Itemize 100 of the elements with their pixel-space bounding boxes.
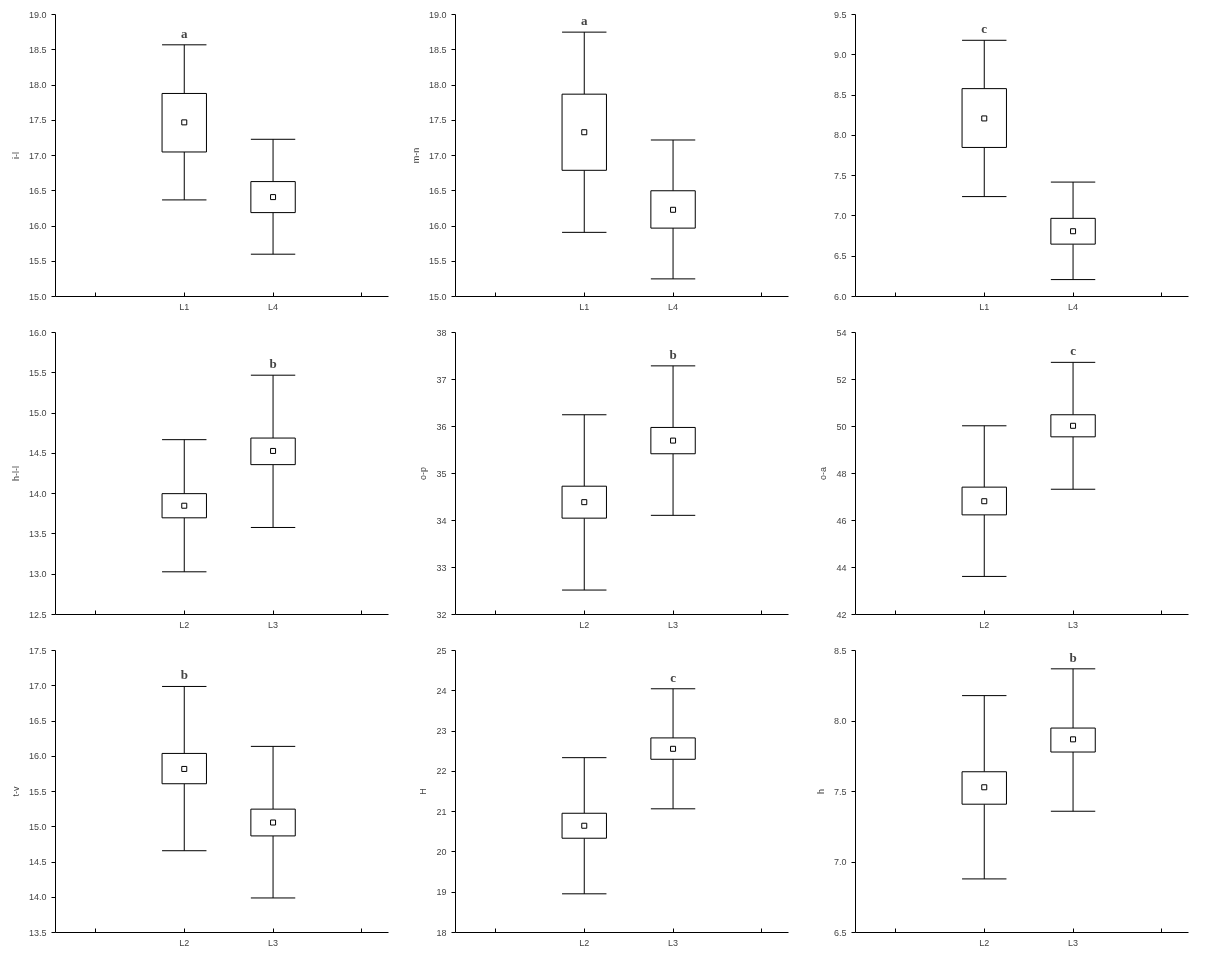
y-tick-label: 16.0 bbox=[428, 221, 447, 231]
y-tick-label: 8.0 bbox=[833, 716, 847, 726]
y-tick-label: 35 bbox=[436, 468, 447, 479]
y-tick-label: 42 bbox=[836, 609, 847, 620]
y-tick-label: 14.0 bbox=[28, 488, 47, 499]
y-tick-label: 17.0 bbox=[28, 680, 47, 691]
x-tick-label: L2 bbox=[179, 937, 190, 948]
y-tick-label: 37 bbox=[436, 374, 447, 385]
x-tick-label: L3 bbox=[1068, 619, 1079, 630]
annotation: b bbox=[1069, 649, 1077, 665]
y-tick-label: 6.5 bbox=[833, 251, 847, 262]
x-tick-label: L3 bbox=[668, 937, 679, 948]
y-tick-label: 15.5 bbox=[28, 367, 47, 378]
y-tick-label: 12.5 bbox=[28, 609, 47, 620]
x-tick-label: L4 bbox=[668, 301, 679, 312]
y-tick-label: 15.0 bbox=[28, 291, 47, 302]
x-tick-label: L1 bbox=[579, 301, 590, 312]
y-tick-label: 52 bbox=[836, 374, 847, 385]
y-tick-label: 15.5 bbox=[28, 786, 47, 797]
y-tick-label: 46 bbox=[836, 515, 847, 526]
y-axis-title: h-l-l bbox=[10, 466, 21, 481]
y-tick-label: 36 bbox=[436, 421, 447, 432]
y-tick-label: 15.5 bbox=[428, 256, 447, 267]
annotation: b bbox=[180, 667, 188, 683]
x-tick-label: L2 bbox=[579, 937, 590, 948]
y-tick-label: 9.5 bbox=[833, 9, 847, 20]
x-tick-label: L4 bbox=[268, 301, 279, 312]
y-tick-label: 18.5 bbox=[28, 44, 47, 55]
y-tick-label: 18.5 bbox=[428, 44, 447, 55]
x-tick-label: L2 bbox=[579, 619, 590, 630]
y-tick-label: 14.5 bbox=[28, 448, 47, 459]
y-tick-label: 25 bbox=[436, 645, 447, 656]
y-tick-label: 13.0 bbox=[28, 569, 47, 580]
annotation: c bbox=[670, 669, 677, 685]
y-tick-label: 17.0 bbox=[428, 150, 447, 161]
x-tick-label: L2 bbox=[179, 619, 190, 630]
y-axis-title: H bbox=[418, 788, 429, 795]
annotation: a bbox=[581, 12, 589, 28]
y-tick-label: 23 bbox=[436, 726, 447, 737]
y-tick-label: 7.5 bbox=[833, 786, 847, 797]
y-tick-label: 24 bbox=[436, 685, 447, 696]
y-tick-label: 54 bbox=[836, 327, 847, 338]
x-tick-label: L1 bbox=[979, 301, 990, 312]
y-tick-label: 13.5 bbox=[28, 528, 47, 539]
annotation: c bbox=[1070, 343, 1077, 359]
y-tick-label: 19 bbox=[436, 887, 447, 898]
y-tick-label: 34 bbox=[436, 515, 447, 526]
y-axis-title: o-a bbox=[818, 466, 829, 480]
y-tick-label: 19.0 bbox=[28, 9, 47, 20]
y-axis-title: t-v bbox=[10, 786, 21, 797]
y-tick-label: 7.0 bbox=[833, 210, 847, 221]
y-tick-label: 44 bbox=[836, 562, 847, 573]
y-tick-label: 22 bbox=[436, 766, 447, 777]
y-tick-label: 9.0 bbox=[833, 49, 847, 60]
y-tick-label: 20 bbox=[436, 846, 447, 857]
y-tick-label: 6.5 bbox=[833, 927, 847, 938]
x-tick-label: L1 bbox=[179, 301, 190, 312]
y-tick-label: 16.0 bbox=[28, 751, 47, 762]
y-tick-label: 7.5 bbox=[833, 170, 847, 181]
y-tick-label: 7.0 bbox=[833, 857, 847, 867]
annotation: b bbox=[669, 346, 677, 362]
y-tick-label: 33 bbox=[436, 562, 447, 573]
annotation: a bbox=[181, 25, 189, 41]
x-tick-label: L4 bbox=[1068, 301, 1079, 312]
y-tick-label: 16.0 bbox=[28, 327, 47, 338]
x-tick-label: L3 bbox=[268, 619, 279, 630]
y-tick-label: 8.5 bbox=[833, 90, 847, 101]
y-tick-label: 14.5 bbox=[28, 857, 47, 867]
y-tick-label: 17.5 bbox=[28, 645, 47, 656]
y-axis-title: i-l bbox=[10, 152, 21, 159]
x-tick-label: L2 bbox=[979, 619, 990, 630]
annotation: c bbox=[981, 21, 988, 37]
x-tick-label: L3 bbox=[1068, 937, 1079, 948]
y-tick-label: 17.5 bbox=[28, 115, 47, 126]
y-tick-label: 14.0 bbox=[28, 892, 47, 903]
x-tick-label: L3 bbox=[668, 619, 679, 630]
y-tick-label: 16.5 bbox=[428, 185, 447, 196]
y-tick-label: 15.0 bbox=[428, 291, 447, 302]
y-tick-label: 13.5 bbox=[28, 927, 47, 938]
y-tick-label: 18 bbox=[436, 927, 447, 938]
y-tick-label: 8.0 bbox=[833, 130, 847, 141]
y-tick-label: 48 bbox=[836, 468, 847, 479]
annotation: b bbox=[269, 355, 277, 371]
y-tick-label: 17.5 bbox=[428, 115, 447, 126]
y-tick-label: 6.0 bbox=[833, 291, 847, 302]
y-tick-label: 16.5 bbox=[28, 716, 47, 726]
y-tick-label: 16.5 bbox=[28, 185, 47, 196]
y-tick-label: 17.0 bbox=[28, 150, 47, 161]
y-tick-label: 32 bbox=[436, 609, 447, 620]
y-tick-label: 21 bbox=[436, 806, 447, 817]
y-axis-title: m-n bbox=[410, 147, 421, 164]
y-tick-label: 19.0 bbox=[428, 9, 447, 20]
y-tick-label: 50 bbox=[836, 421, 847, 432]
y-tick-label: 15.0 bbox=[28, 408, 47, 419]
y-axis-title: o-p bbox=[418, 466, 429, 480]
x-tick-label: L3 bbox=[268, 937, 279, 948]
y-tick-label: 38 bbox=[436, 327, 447, 338]
y-tick-label: 15.0 bbox=[28, 821, 47, 832]
y-tick-label: 8.5 bbox=[833, 645, 847, 656]
y-axis-title: h bbox=[815, 788, 826, 794]
